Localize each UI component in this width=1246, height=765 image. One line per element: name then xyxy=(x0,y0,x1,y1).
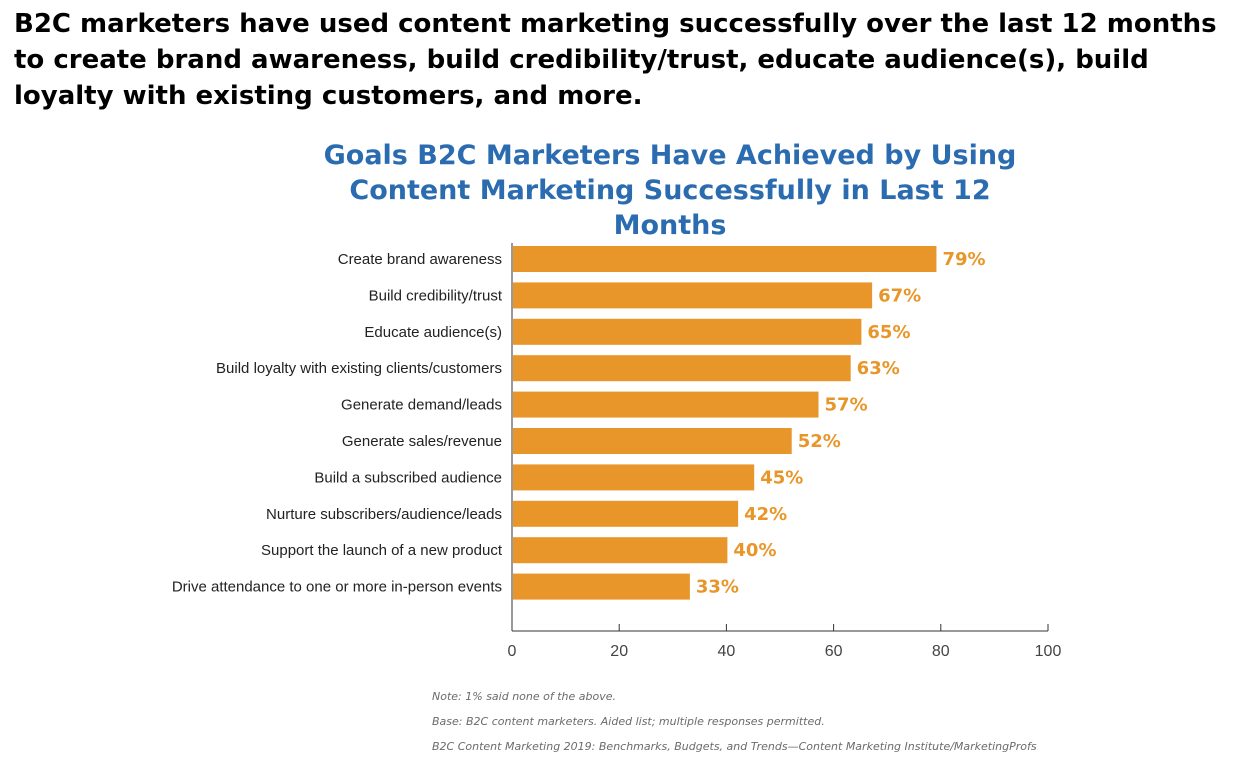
bar xyxy=(513,246,937,272)
value-label: 79% xyxy=(942,249,985,270)
base-line: Base: B2C content marketers. Aided list;… xyxy=(432,715,825,728)
chart-title: Goals B2C Marketers Have Achieved by Usi… xyxy=(300,138,1040,243)
category-label: Support the launch of a new product xyxy=(261,542,503,559)
bar xyxy=(513,355,851,382)
x-tick-label: 0 xyxy=(508,643,517,660)
footnotes: Note: 1% said none of the above. Base: B… xyxy=(432,690,1192,765)
bar xyxy=(513,464,755,491)
category-label: Nurture subscribers/audience/leads xyxy=(266,506,502,523)
category-label: Drive attendance to one or more in-perso… xyxy=(172,579,502,596)
value-label: 65% xyxy=(867,322,910,343)
bar xyxy=(513,573,690,600)
x-tick-label: 100 xyxy=(1035,643,1062,660)
value-label: 45% xyxy=(760,467,803,488)
x-tick-label: 40 xyxy=(718,643,736,660)
category-label: Create brand awareness xyxy=(338,251,502,268)
bar xyxy=(513,282,873,309)
category-label: Build loyalty with existing clients/cust… xyxy=(216,360,502,377)
category-label: Generate demand/leads xyxy=(341,397,502,414)
note-line: Note: 1% said none of the above. xyxy=(432,690,617,703)
bar xyxy=(513,500,739,527)
x-tick-label: 20 xyxy=(610,643,628,660)
value-label: 42% xyxy=(744,504,787,525)
category-label: Generate sales/revenue xyxy=(342,433,502,450)
source-line: B2C Content Marketing 2019: Benchmarks, … xyxy=(432,740,1037,753)
category-label: Build credibility/trust xyxy=(369,287,503,304)
chart-title-line-1: Goals B2C Marketers Have Achieved by Usi… xyxy=(323,140,1017,171)
category-label: Educate audience(s) xyxy=(364,324,502,341)
category-label: Build a subscribed audience xyxy=(314,469,502,486)
bar xyxy=(513,391,819,418)
value-label: 67% xyxy=(878,285,921,306)
x-tick-label: 60 xyxy=(825,643,843,660)
value-label: 63% xyxy=(857,358,900,379)
bar xyxy=(513,428,792,454)
value-label: 33% xyxy=(696,577,739,598)
bar xyxy=(513,318,862,345)
chart-title-line-2: Content Marketing Successfully in Last 1… xyxy=(349,175,991,241)
value-label: 40% xyxy=(733,540,776,561)
headline: B2C marketers have used content marketin… xyxy=(14,9,1217,111)
value-label: 52% xyxy=(798,431,841,452)
bar xyxy=(513,537,728,564)
value-label: 57% xyxy=(825,395,868,416)
x-tick-label: 80 xyxy=(932,643,950,660)
